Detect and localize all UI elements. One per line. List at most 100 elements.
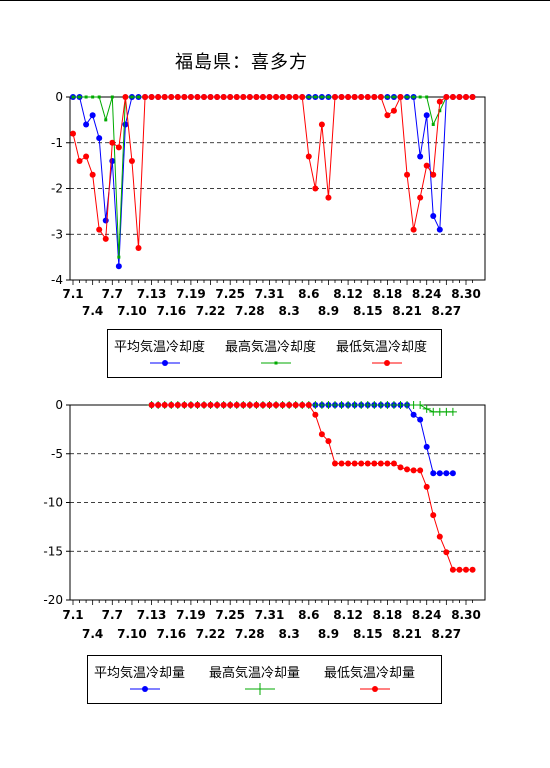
chart2-xtick-label: 8.21: [392, 627, 422, 641]
chart1-data-point: [430, 171, 437, 178]
chart2-data-point: [174, 402, 181, 408]
chart1-xtick-label: 7.25: [215, 287, 245, 301]
chart2-xtick-label: 8.27: [432, 627, 462, 641]
chart1-data-point: [78, 95, 82, 99]
chart2-data-point: [214, 402, 221, 408]
chart1-xtick-label: 8.12: [333, 287, 363, 301]
chart1-data-point: [220, 94, 227, 100]
chart1-data-point: [436, 98, 443, 105]
chart2-legend-swatch: [245, 683, 275, 695]
chart2-ytick-label: -10: [43, 496, 63, 510]
chart2-data-point: [463, 566, 469, 573]
chart1-ytick-label: -2: [51, 182, 63, 196]
chart2-data-point: [410, 467, 417, 474]
chart1-xtick-label: 8.24: [412, 287, 442, 301]
chart2-data-point: [148, 402, 155, 408]
chart1-data-point: [128, 158, 135, 165]
chart2-data-point: [404, 466, 411, 473]
chart1-data-point: [299, 94, 306, 100]
chart1-data-point: [168, 94, 175, 100]
chart1-series-line-1: [73, 96, 473, 267]
chart1-data-point: [397, 94, 404, 100]
chart2-xtick-label: 8.30: [451, 608, 481, 622]
chart2-data-point: [318, 431, 325, 438]
chart1-data-point: [122, 94, 129, 100]
chart2-legend-marker: [372, 686, 378, 692]
chart2-data-point: [358, 460, 365, 467]
chart1-legend-swatch: [372, 360, 402, 366]
chart2-data-point: [423, 483, 430, 490]
chart1-data-point: [142, 94, 149, 100]
chart2-data-point: [273, 402, 280, 408]
chart2-legend-item: 最高気温冷却量: [209, 666, 301, 681]
chart1-data-point: [404, 171, 411, 178]
chart2-data-point: [168, 402, 175, 408]
chart1-data-point: [240, 94, 247, 100]
chart1-data-point: [436, 226, 443, 233]
chart2-data-point: [187, 402, 194, 408]
chart1-data-point: [385, 95, 389, 99]
chart2-data-point: [436, 470, 443, 477]
chart1-data-point: [233, 94, 240, 100]
chart2-data-point: [436, 533, 443, 540]
chart1-data-point: [83, 153, 90, 160]
chart2-xtick-label: 7.10: [117, 627, 147, 641]
chart2-data-point: [332, 460, 338, 467]
chart1-data-point: [89, 112, 96, 119]
chart2-data-point: [423, 443, 430, 450]
chart2-data-point: [181, 402, 188, 408]
chart1-xtick-label: 8.15: [353, 304, 383, 318]
chart2-xtick-label: 7.22: [196, 627, 226, 641]
chart1-data-point: [194, 94, 201, 100]
chart1-data-point: [181, 94, 188, 100]
chart2-xtick-label: 7.31: [255, 608, 285, 622]
chart1-data-point: [89, 171, 96, 178]
chart2-xtick-label: 7.1: [62, 608, 83, 622]
chart1-legend-item: 最低気温冷却度: [336, 340, 428, 355]
chart1-data-point: [307, 95, 311, 99]
chart2-data-point: [351, 460, 358, 467]
chart2-data-point: [233, 402, 240, 408]
chart1-data-point: [135, 244, 142, 251]
chart1-data-point: [292, 94, 299, 100]
chart1-data-point: [463, 94, 469, 100]
chart1-data-point: [312, 185, 319, 192]
top-border-line: [0, 0, 550, 1]
chart1-ytick-label: -3: [51, 227, 63, 241]
chart2-data-point: [449, 470, 456, 477]
chart1-series-line-3: [72, 95, 473, 249]
chart1-data-point: [70, 130, 76, 137]
chart1-data-point: [83, 121, 90, 128]
chart1-ytick-label: -1: [51, 136, 63, 150]
chart1-xtick-label: 8.30: [451, 287, 481, 301]
chart1-data-point: [358, 94, 365, 100]
chart1-legend-swatch: [261, 361, 291, 365]
chart2-data-point: [430, 470, 437, 477]
chart1-data-point: [438, 109, 442, 113]
chart2-data-point: [448, 407, 457, 416]
chart2-data-point: [371, 460, 378, 467]
chart1-data-point: [390, 107, 397, 114]
chart2-ytick-label: -15: [43, 544, 63, 558]
chart1-data-point: [351, 94, 358, 100]
chart2-xtick-label: 7.7: [102, 608, 123, 622]
chart1-data-point: [443, 94, 450, 100]
chart1-data-point: [259, 94, 266, 100]
chart1-data-point: [318, 121, 325, 128]
chart2-series-line-1: [151, 404, 453, 474]
chart2-legend-marker: [254, 683, 266, 695]
chart2-ytick-label: -20: [43, 593, 63, 607]
chart1-xtick-label: 7.10: [117, 304, 147, 318]
chart1-legend-marker: [162, 360, 168, 366]
chart1-data-point: [338, 94, 345, 100]
chart2-data-point: [220, 402, 227, 408]
chart2-xtick-label: 7.16: [156, 627, 186, 641]
chart1-data-point: [137, 95, 140, 99]
chart1-data-point: [109, 139, 116, 146]
chart1-data-point: [130, 95, 134, 99]
chart1-xtick-label: 8.9: [318, 304, 339, 318]
legend-chart2: 平均気温冷却量 最高気温冷却量 最低気温冷却量: [87, 655, 442, 704]
chart1-data-point: [91, 95, 95, 99]
chart2-data-point: [417, 416, 424, 423]
